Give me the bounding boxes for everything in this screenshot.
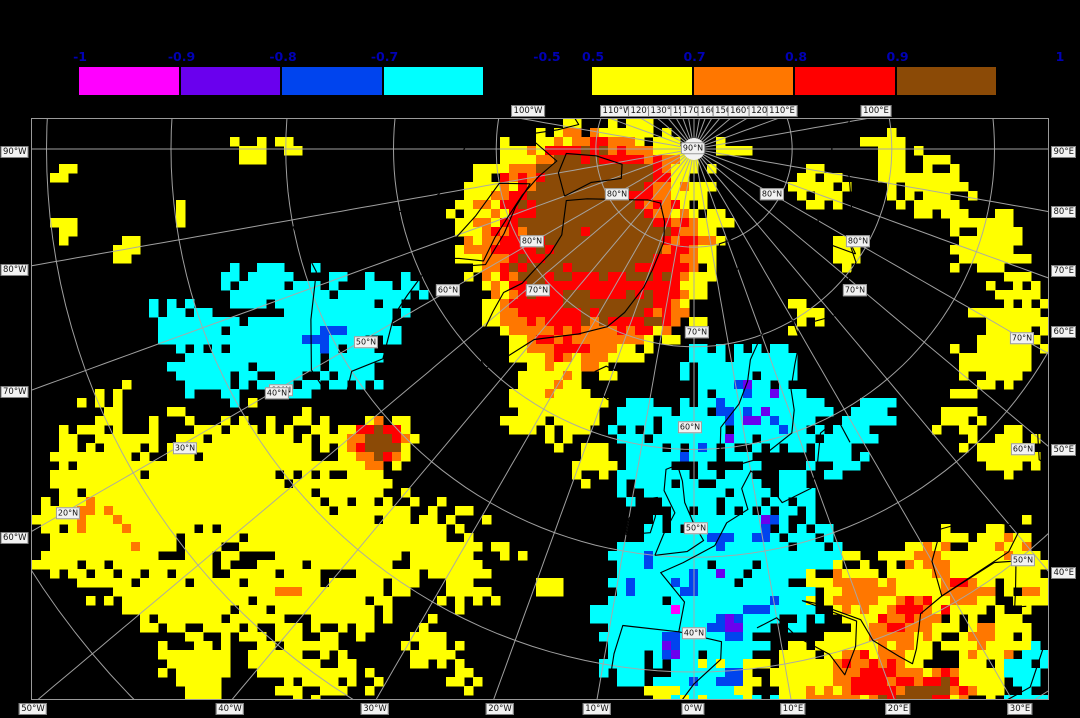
coast-svalbard <box>717 239 743 278</box>
neg-colorbar-swatch-3 <box>382 66 484 96</box>
graticule-label-8: 70°N <box>1009 332 1035 344</box>
graticule-label-0: 90°N <box>680 142 706 154</box>
axis-label-top-10: 110°E <box>766 105 798 117</box>
axis-label-left-0: 90°W <box>0 146 29 158</box>
pos-colorbar-swatch-1 <box>692 66 794 96</box>
graticule-label-4: 80°N <box>519 235 545 247</box>
graticule-label-5: 70°N <box>525 284 551 296</box>
axis-label-bottom-2: 30°W <box>360 703 390 715</box>
coast-ellesmere <box>557 152 623 197</box>
axis-label-right-1: 80°E <box>1051 206 1077 218</box>
coast-scandinavia <box>719 317 801 470</box>
neg-colorbar-tick-3: -0.7 <box>370 49 399 64</box>
axis-label-bottom-7: 20°E <box>885 703 911 715</box>
axis-label-left-3: 60°W <box>0 532 29 544</box>
neg-colorbar-tick-0: -1 <box>73 49 87 64</box>
negative-correlation-colorbar <box>78 66 484 96</box>
correlation-field <box>32 119 1048 699</box>
coast-baffin <box>451 182 531 268</box>
coast-ireland <box>625 496 658 536</box>
correlation-heatmap <box>32 119 1048 699</box>
coast-britain <box>654 464 705 556</box>
graticule-label-18: 30°N <box>172 442 198 454</box>
neg-colorbar-swatch-2 <box>281 66 383 96</box>
axis-label-bottom-8: 30°E <box>1007 703 1033 715</box>
coast-med-north <box>756 560 1027 676</box>
graticule-label-15: 50°N <box>1010 554 1036 566</box>
axis-label-right-5: 40°E <box>1051 567 1077 579</box>
pos-colorbar-tick-4: 1 <box>1055 49 1065 64</box>
pos-colorbar-swatch-2 <box>794 66 896 96</box>
axis-label-bottom-6: 10°E <box>780 703 806 715</box>
graticule-label-2: 80°N <box>604 188 630 200</box>
graticule-label-9: 60°N <box>435 284 461 296</box>
graticule-label-6: 70°N <box>842 284 868 296</box>
coast-greenland <box>480 198 666 370</box>
positive-colorbar-ticks: 0.5 0.7 0.8 0.9 1 <box>582 48 1064 66</box>
graticule-label-16: 40°N <box>264 387 290 399</box>
pos-colorbar-tick-0: 0.5 <box>581 49 605 64</box>
pos-colorbar-tick-3: 0.9 <box>886 49 909 64</box>
coast-iceland <box>594 365 636 401</box>
coast-canada-east <box>292 119 558 416</box>
neg-colorbar-tick-2: -0.8 <box>269 49 297 64</box>
axis-label-bottom-4: 10°W <box>582 703 612 715</box>
axis-label-bottom-5: 0°W <box>681 703 705 715</box>
coast-west-europe <box>660 418 851 632</box>
graticule-label-7: 70°N <box>684 326 710 338</box>
axis-label-top-0: 100°W <box>511 105 545 117</box>
pos-colorbar-swatch-3 <box>895 66 997 96</box>
graticule-label-11: 60°N <box>677 421 703 433</box>
coast-russia-north <box>807 119 857 324</box>
neg-colorbar-tick-1: -0.9 <box>167 49 196 64</box>
neg-colorbar-swatch-0 <box>78 66 180 96</box>
coast-victoria <box>519 119 580 135</box>
axis-label-left-1: 80°W <box>0 264 29 276</box>
pos-colorbar-tick-1: 0.7 <box>683 49 706 64</box>
neg-colorbar-swatch-1 <box>179 66 281 96</box>
graticule-label-13: 50°N <box>353 336 379 348</box>
coastlines <box>292 119 1048 699</box>
graticule-label-1: 80°N <box>759 188 785 200</box>
axis-label-right-3: 60°E <box>1051 326 1077 338</box>
coast-black-sea <box>931 519 1023 597</box>
graticule-label-17: 40°N <box>681 627 707 639</box>
axis-label-right-0: 90°E <box>1051 146 1077 158</box>
map-plot-area[interactable] <box>31 118 1049 700</box>
axis-label-bottom-0: 50°W <box>18 703 48 715</box>
pos-colorbar-swatch-0 <box>591 66 693 96</box>
positive-correlation-colorbar <box>591 66 997 96</box>
axis-label-right-4: 50°E <box>1051 444 1077 456</box>
axis-label-bottom-3: 20°W <box>485 703 515 715</box>
negative-colorbar-ticks: -1 -0.9 -0.8 -0.7 -0.5 <box>73 48 561 66</box>
pos-colorbar-tick-2: 0.8 <box>784 49 808 64</box>
axis-label-top-11: 100°E <box>860 105 892 117</box>
axis-label-left-2: 70°W <box>0 386 29 398</box>
axis-label-right-2: 70°E <box>1051 265 1077 277</box>
graticule <box>32 119 1048 699</box>
graticule-label-3: 80°N <box>845 235 871 247</box>
graticule-label-19: 20°N <box>55 507 81 519</box>
axis-label-bottom-1: 40°W <box>215 703 245 715</box>
neg-colorbar-tick-4: -0.5 <box>533 49 561 64</box>
graticule-label-12: 60°N <box>1010 443 1036 455</box>
coast-iberia <box>607 624 723 699</box>
coast-n-africa <box>1007 621 1044 699</box>
graticule-label-14: 50°N <box>683 522 709 534</box>
